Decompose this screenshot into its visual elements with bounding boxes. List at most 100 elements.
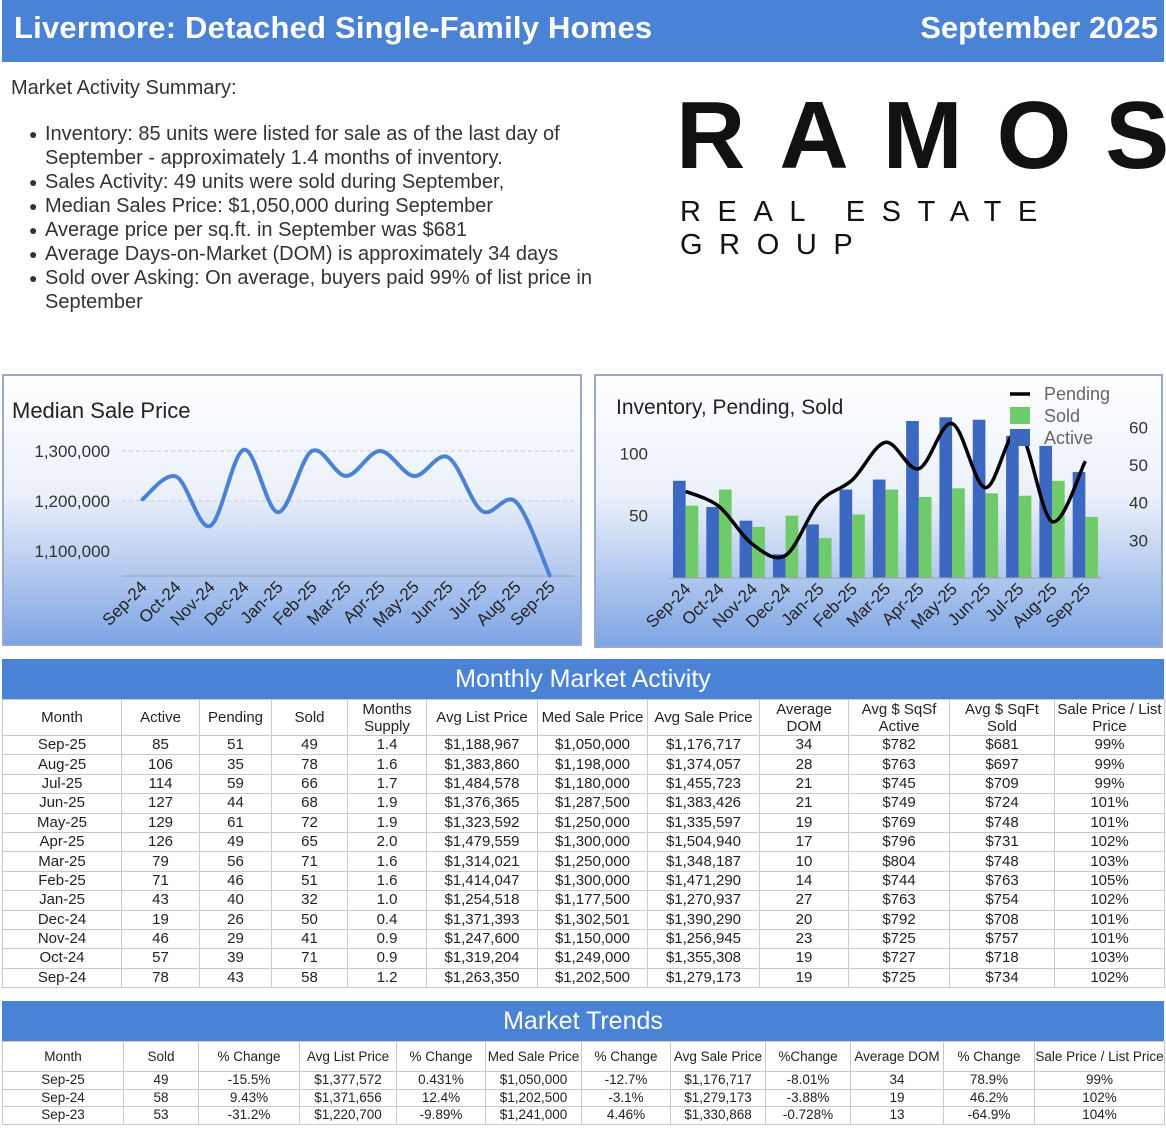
activity-table-cell: 1.9: [347, 793, 427, 814]
trends-table-cell: 102%: [1034, 1088, 1165, 1107]
trends-table-cell: $1,202,500: [485, 1088, 582, 1107]
activity-table-cell: 101%: [1054, 909, 1165, 930]
trends-column-header: %Change: [765, 1041, 851, 1072]
trends-table-cell: 12.4%: [396, 1088, 486, 1107]
trends-table-cell: 53: [123, 1106, 199, 1125]
summary-item-sold-over-asking: Sold over Asking: On average, buyers pai…: [29, 266, 631, 314]
activity-table-cell: 79: [121, 851, 200, 872]
trends-column-header: % Change: [198, 1041, 300, 1072]
activity-table-cell: 19: [121, 909, 200, 930]
activity-table-cell: 19: [759, 812, 849, 833]
data-point: [548, 574, 552, 578]
trends-column-header: Med Sale Price: [485, 1041, 582, 1072]
activity-table-cell: 126: [121, 831, 200, 853]
activity-table-cell: 19: [759, 967, 849, 989]
activity-column-header: Avg $ SqSf Active: [848, 699, 950, 736]
market-summary: Market Activity Summary: Inventory: 85 u…: [11, 77, 631, 314]
logo-subtitle: REAL ESTATE GROUP: [680, 196, 1054, 261]
activity-table-cell: Feb-25: [2, 870, 122, 892]
activity-table-cell: $734: [949, 967, 1055, 989]
ramos-logo: RAMOS REAL ESTATE GROUP: [676, 86, 1166, 262]
summary-item-sales: Sales Activity: 49 units were sold durin…: [29, 170, 631, 194]
activity-table-cell: 1.7: [347, 773, 427, 795]
activity-table-row: Feb-25 71 46 51 1.6 $1,414,047 $1,300,000 $1,47…: [2, 870, 1165, 892]
legend-pending-label: Pending: [1044, 384, 1110, 404]
activity-table-cell: $754: [949, 890, 1055, 911]
median-price-chart: Median Sale Price 1,100,000 1,200,000 1,300…: [2, 374, 582, 646]
activity-table-cell: 39: [199, 948, 272, 969]
active-bar: [772, 554, 786, 578]
activity-table-cell: 51: [271, 870, 348, 892]
activity-table-cell: 1.6: [347, 754, 427, 775]
active-bar: [839, 489, 853, 578]
data-point: [242, 448, 246, 452]
data-point: [174, 475, 178, 478]
trends-column-header: % Change: [943, 1041, 1035, 1072]
trends-table-row: Sep-25 49 -15.5% $1,377,572 0.431% $1,050,000…: [2, 1071, 1165, 1090]
activity-table-cell: $1,263,350: [426, 967, 538, 989]
activity-table-cell: 68: [271, 793, 348, 814]
activity-table-cell: 34: [759, 734, 849, 756]
active-bar: [1006, 435, 1019, 578]
sold-bar: [852, 514, 865, 578]
summary-item-median-price: Median Sales Price: $1,050,000 during Se…: [29, 194, 631, 218]
activity-table-cell: $1,287,500: [537, 793, 648, 814]
activity-table-row: Aug-25 106 35 78 1.6 $1,383,860 $1,198,000 $1,3…: [2, 754, 1165, 775]
activity-table-cell: $1,376,365: [426, 793, 538, 814]
activity-table-cell: 46: [121, 928, 200, 950]
inventory-chart-svg: Inventory, Pending, Sold5010030405060Sep…: [616, 384, 1148, 633]
legend-sold-swatch: [1010, 407, 1030, 424]
activity-table-row: Jun-25 127 44 68 1.9 $1,376,365 $1,287,500 $1,3…: [2, 793, 1165, 814]
data-point: [208, 524, 212, 528]
activity-column-header: Sold: [271, 699, 348, 736]
activity-table-row: Apr-25 126 49 65 2.0 $1,479,559 $1,300,000 $1,5…: [2, 831, 1165, 853]
activity-table-cell: $1,484,578: [426, 773, 538, 795]
activity-column-header: Avg $ SqFt Sold: [949, 699, 1055, 736]
sold-bar: [952, 488, 965, 578]
activity-table-cell: $1,479,559: [426, 831, 538, 853]
activity-table-cell: 21: [759, 773, 849, 795]
trends-table-cell: $1,330,868: [670, 1106, 766, 1125]
trends-table-cell: -0.728%: [765, 1106, 851, 1125]
active-bar: [1072, 472, 1086, 578]
trends-table-cell: 49: [123, 1071, 199, 1090]
activity-table-cell: 106: [121, 754, 200, 775]
activity-table-cell: Jun-25: [2, 793, 122, 814]
y-tick-label: 1,100,000: [34, 542, 110, 561]
trends-column-header: Average DOM: [850, 1041, 944, 1072]
summary-item-inventory: Inventory: 85 units were listed for sale…: [29, 122, 631, 170]
activity-table-cell: 49: [271, 734, 348, 756]
activity-table-cell: 101%: [1054, 928, 1165, 950]
activity-table-cell: 99%: [1054, 754, 1165, 775]
trends-table-cell: Sep-25: [2, 1071, 124, 1090]
trends-section-title: Market Trends: [2, 1001, 1164, 1041]
y-tick-label: 1,300,000: [34, 442, 110, 461]
activity-table-cell: $1,188,967: [426, 734, 538, 756]
activity-table-cell: 0.4: [347, 909, 427, 930]
trends-table: Month Sold% Change Avg List Price% Change M…: [2, 1041, 1165, 1125]
activity-table-row: Dec-24 19 26 50 0.4 $1,371,393 $1,302,501 $1,39…: [2, 909, 1165, 930]
median-price-line: [140, 447, 552, 577]
activity-table-cell: 14: [759, 870, 849, 892]
summary-item-price-per-sqft: Average price per sq.ft. in September wa…: [29, 218, 631, 242]
activity-table-cell: 27: [759, 890, 849, 911]
data-point: [344, 474, 348, 478]
trends-table-cell: 99%: [1034, 1071, 1165, 1090]
activity-column-header: Month: [2, 699, 122, 736]
trends-table-cell: Sep-24: [2, 1088, 124, 1107]
trends-table-cell: -3.1%: [581, 1088, 671, 1107]
activity-table-cell: $1,250,000: [537, 812, 648, 833]
activity-table-cell: $1,300,000: [537, 870, 648, 892]
activity-table-cell: $1,335,597: [647, 812, 760, 833]
activity-table-cell: Jan-25: [2, 890, 122, 911]
activity-table-cell: 49: [199, 831, 272, 853]
activity-table-cell: 51: [199, 734, 272, 756]
trends-table-cell: $1,050,000: [485, 1071, 582, 1090]
activity-table-cell: $1,374,057: [647, 754, 760, 775]
activity-table-cell: 41: [271, 928, 348, 950]
activity-table-cell: Mar-25: [2, 851, 122, 872]
activity-table-cell: $681: [949, 734, 1055, 756]
y-right-tick-label: 30: [1129, 531, 1148, 550]
activity-table-cell: $748: [949, 812, 1055, 833]
activity-table-cell: 46: [199, 870, 272, 892]
